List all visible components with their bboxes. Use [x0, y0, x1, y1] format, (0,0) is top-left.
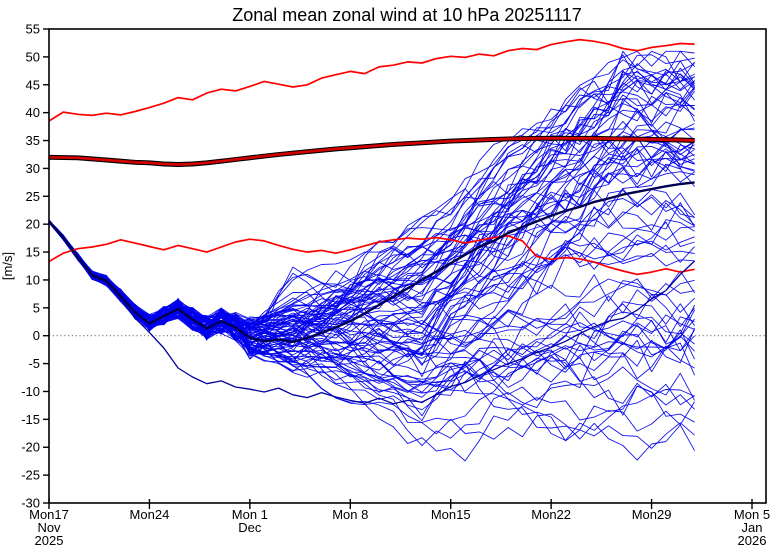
x-tick-label: Mon17: [29, 507, 69, 522]
climatology-mean-line: [48, 136, 695, 166]
y-tick-label: 40: [26, 105, 40, 120]
ensemble-member-line: [48, 54, 695, 339]
x-tick-sublabel: Jan: [742, 520, 763, 535]
ensemble-member-line: [48, 154, 695, 338]
y-tick-label: -10: [21, 384, 40, 399]
ensemble-member-line: [48, 74, 695, 333]
ensemble-member-line: [48, 148, 695, 333]
y-axis-label: [m/s]: [0, 252, 15, 280]
ensemble-mean-line: [48, 181, 695, 343]
y-tick-label: 10: [26, 272, 40, 287]
ensemble-member-line: [48, 220, 695, 388]
x-tick-label: Mon22: [531, 507, 571, 522]
ensemble-member-line: [48, 137, 695, 330]
x-tick-sublabel: 2026: [738, 533, 767, 548]
ensemble-member-line: [48, 59, 695, 350]
ensemble-member-line: [48, 220, 695, 462]
y-tick-label: 35: [26, 133, 40, 148]
ensemble-member-line: [48, 60, 695, 332]
climatology-plus-sigma-line: [48, 38, 695, 122]
y-tick-label: -30: [21, 496, 40, 511]
y-tick-label: 20: [26, 217, 40, 232]
ensemble-member-line: [48, 220, 695, 357]
ensemble-member-line: [48, 50, 695, 328]
y-tick-label: 30: [26, 161, 40, 176]
ensemble-member-line: [48, 88, 695, 334]
y-tick-label: 5: [33, 300, 40, 315]
x-tick-label: Mon 1: [232, 507, 268, 522]
x-tick-label: Mon29: [632, 507, 672, 522]
x-tick-label: Mon15: [431, 507, 471, 522]
y-tick-label: 15: [26, 245, 40, 260]
y-tick-label: -5: [28, 356, 40, 371]
plot-border: [48, 28, 767, 504]
ensemble-member-line: [48, 73, 695, 353]
x-tick-label: Mon 5: [734, 507, 770, 522]
x-tick-label: Mon24: [130, 507, 170, 522]
y-tick-label: -25: [21, 468, 40, 483]
x-tick-sublabel: Dec: [238, 520, 262, 535]
climatology-minus-sigma-line: [48, 235, 695, 276]
ensemble-member-line: [48, 221, 695, 431]
ensemble-member-line: [48, 200, 695, 393]
x-tick-sublabel: 2025: [35, 533, 64, 548]
ensemble-member-line: [48, 120, 695, 339]
y-tick-label: -15: [21, 412, 40, 427]
ensemble-member-line: [48, 135, 695, 339]
ensemble-member-line: [48, 220, 695, 422]
y-tick-label: 0: [33, 328, 40, 343]
y-tick-label: 50: [26, 49, 40, 64]
y-tick-label: 55: [26, 22, 40, 37]
y-tick-label: -20: [21, 440, 40, 455]
chart-title: Zonal mean zonal wind at 10 hPa 20251117: [232, 5, 582, 25]
y-tick-label: 45: [26, 77, 40, 92]
x-tick-label: Mon 8: [332, 507, 368, 522]
x-tick-sublabel: Nov: [37, 520, 61, 535]
y-tick-label: 25: [26, 189, 40, 204]
control-forecast-line: [48, 220, 696, 405]
